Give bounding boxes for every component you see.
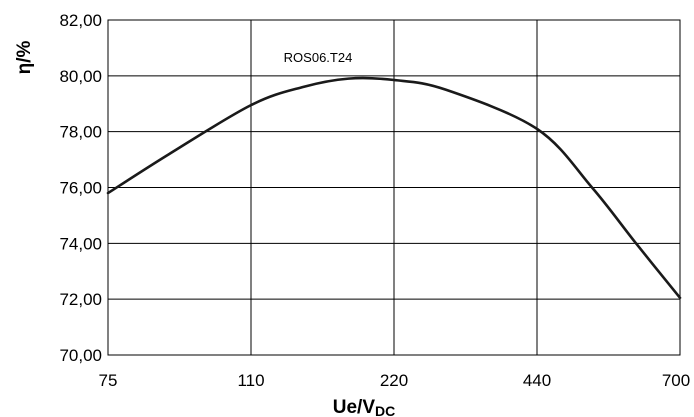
y-tick-label: 82,00 — [59, 11, 102, 30]
y-tick-label: 72,00 — [59, 290, 102, 309]
x-tick-label: 220 — [380, 371, 408, 390]
x-tick-label: 75 — [99, 371, 118, 390]
y-tick-label: 80,00 — [59, 67, 102, 86]
x-axis-title-main: Ue/V — [333, 397, 376, 417]
series-line-efficiency — [106, 76, 682, 300]
x-axis-title: Ue/VDC — [333, 397, 395, 417]
y-tick-label: 70,00 — [59, 346, 102, 365]
y-tick-label: 78,00 — [59, 123, 102, 142]
y-tick-labels: 70,00 72,00 74,00 76,00 78,00 80,00 82,00 — [59, 11, 102, 365]
y-tick-label: 76,00 — [59, 179, 102, 198]
series-annotation-label: ROS06.T24 — [284, 50, 353, 65]
y-tick-label: 74,00 — [59, 234, 102, 253]
x-tick-label: 110 — [237, 371, 264, 390]
y-axis-title: η/% — [14, 41, 35, 75]
x-axis-title-subscript: DC — [375, 403, 395, 417]
x-tick-label: 700 — [662, 371, 690, 390]
x-tick-labels: 75 110 220 440 700 — [99, 371, 691, 390]
x-tick-label: 440 — [523, 371, 551, 390]
plot-frame — [107, 19, 681, 356]
grid-lines — [107, 19, 681, 356]
